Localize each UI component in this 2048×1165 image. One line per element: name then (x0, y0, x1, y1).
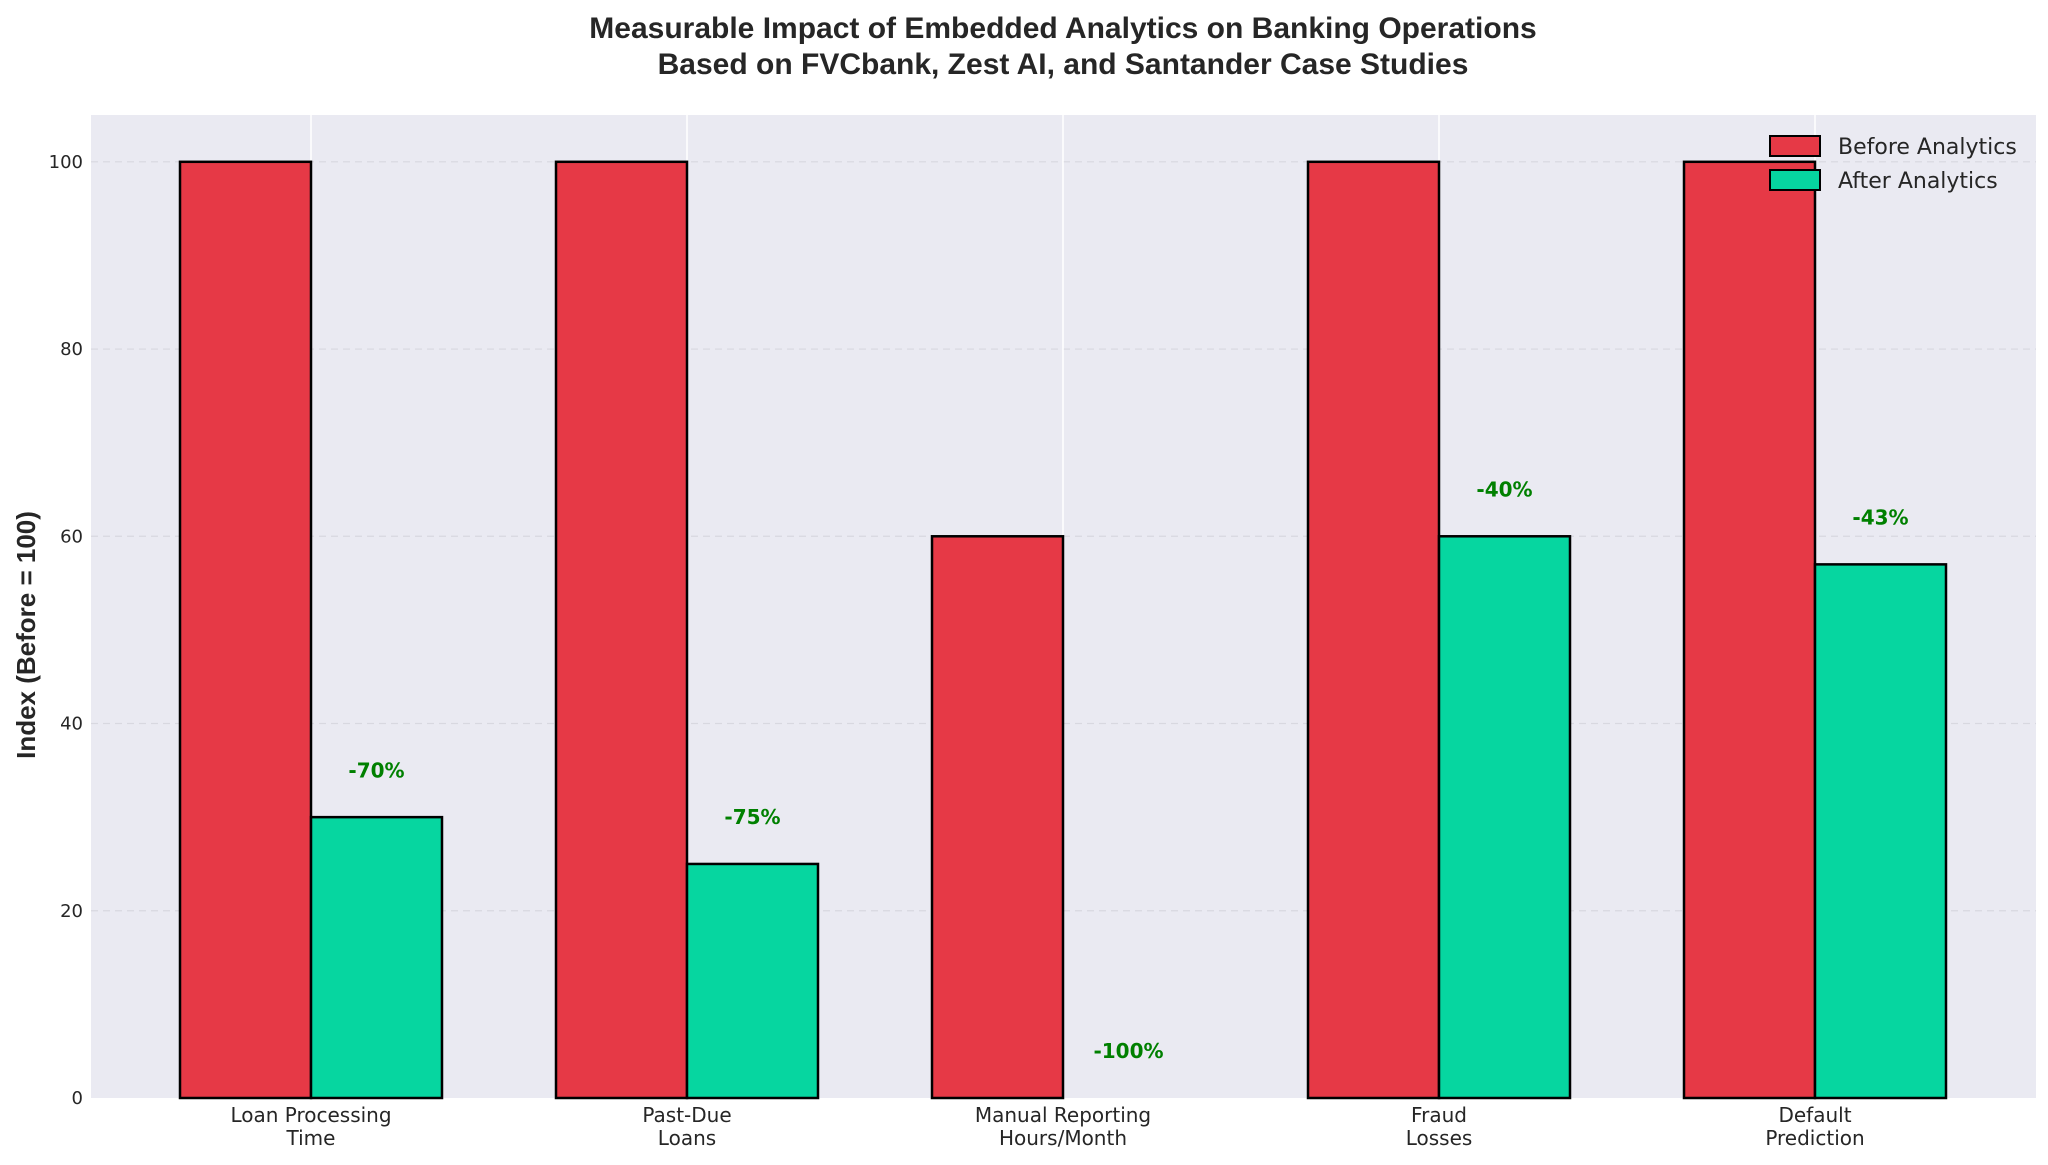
y-tick-3: 60 (60, 526, 83, 547)
x-tick-3-line-1: Losses (1406, 1126, 1473, 1150)
y-axis-label: Index (Before = 100) (11, 511, 41, 759)
x-tick-0-line-0: Loan Processing (230, 1103, 391, 1127)
bar-s0-1 (554, 160, 689, 1100)
chart-title-line-2: Based on FVCbank, Zest AI, and Santander… (658, 48, 1469, 81)
x-tick-4-line-0: Default (1778, 1103, 1851, 1127)
bar-s1-1 (685, 862, 820, 1100)
bar-s0-3 (1306, 160, 1441, 1100)
legend: Before Analytics After Analytics (1769, 135, 2017, 194)
chart-title-line-1: Measurable Impact of Embedded Analytics … (589, 12, 1536, 45)
legend-swatch-after (1769, 169, 1821, 191)
y-tick-4: 80 (60, 339, 83, 360)
x-tick-4-line-1: Prediction (1765, 1126, 1864, 1150)
annotation-4: -43% (1852, 506, 1908, 530)
x-tick-2-line-1: Hours/Month (999, 1126, 1127, 1150)
x-tick-3-line-0: Fraud (1411, 1103, 1467, 1127)
annotation-3: -40% (1476, 477, 1532, 501)
bar-s0-0 (178, 160, 313, 1100)
bar-s1-4 (1813, 563, 1948, 1100)
legend-swatch-before (1769, 135, 1821, 157)
annotation-0: -70% (348, 758, 404, 782)
bar-s1-0 (309, 815, 444, 1100)
x-tick-1-line-0: Past-Due (642, 1103, 731, 1127)
y-tick-2: 40 (60, 714, 83, 735)
bar-s0-2 (930, 535, 1065, 1100)
y-axis-ticks: 0 20 40 60 80 100 (49, 152, 83, 1109)
bar-s0-4 (1682, 160, 1817, 1100)
bar-s1-3 (1437, 535, 1572, 1100)
legend-label-before: Before Analytics (1838, 135, 2017, 160)
annotation-2: -100% (1093, 1039, 1163, 1063)
y-tick-0: 0 (72, 1088, 83, 1109)
bars (178, 160, 1948, 1100)
change-annotations: -70% -75% -100% -40% -43% (348, 477, 1908, 1063)
legend-label-after: After Analytics (1838, 169, 1998, 194)
x-tick-2-line-0: Manual Reporting (975, 1103, 1151, 1127)
y-tick-5: 100 (49, 152, 83, 173)
annotation-1: -75% (724, 805, 780, 829)
x-tick-1-line-1: Loans (658, 1126, 716, 1150)
x-tick-0-line-1: Time (286, 1126, 336, 1150)
y-tick-1: 20 (60, 901, 83, 922)
